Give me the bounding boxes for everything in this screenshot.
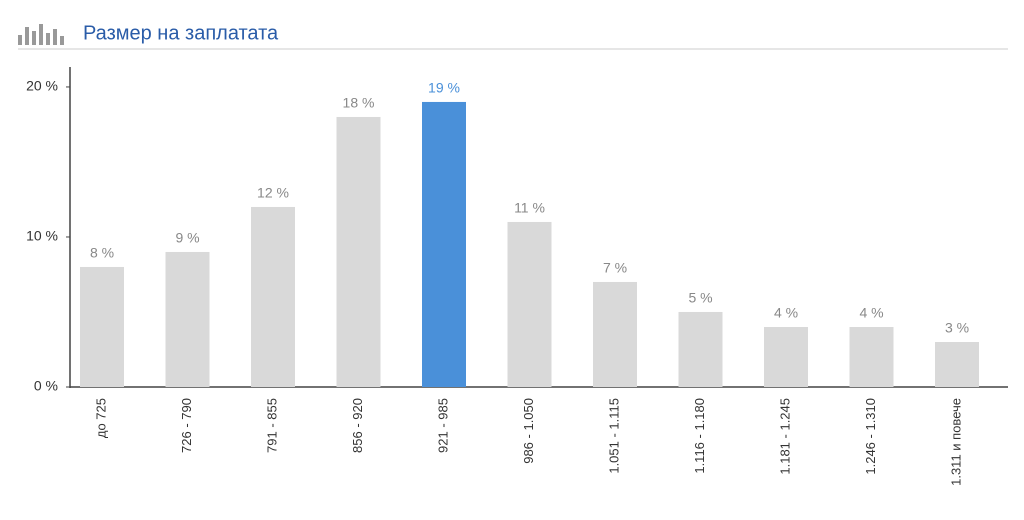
bar [165, 251, 210, 387]
bar [507, 221, 552, 387]
x-tick-label: 1.246 - 1.310 [863, 398, 878, 475]
bar [336, 116, 381, 387]
chart-icon [18, 24, 64, 45]
value-label: 18 % [343, 95, 375, 111]
value-label: 8 % [90, 245, 114, 261]
value-label: 4 % [774, 305, 798, 321]
bar [251, 206, 295, 387]
bar [422, 101, 466, 388]
x-tick-label: 791 - 855 [264, 398, 279, 453]
x-tick-label: 1.051 - 1.115 [606, 398, 621, 474]
bar [678, 311, 723, 387]
x-tick-label: 726 - 790 [179, 398, 194, 453]
value-label: 19 % [428, 80, 460, 96]
value-label: 7 % [603, 260, 627, 276]
value-label: 11 % [514, 200, 545, 216]
x-tick-label: 1.116 - 1.180 [692, 398, 707, 474]
y-tick-label: 20 % [26, 78, 58, 94]
bar [80, 266, 124, 387]
x-tick-label: 1.181 - 1.245 [777, 398, 792, 475]
x-tick-label: до 725 [93, 398, 108, 438]
value-label: 5 % [688, 290, 712, 306]
bar [849, 326, 894, 387]
value-label: 3 % [945, 320, 969, 336]
value-label: 9 % [175, 230, 199, 246]
x-tick-label: 1.311 и повече [948, 398, 963, 486]
value-label: 12 % [257, 185, 289, 201]
y-tick-label: 10 % [26, 228, 58, 244]
y-tick-label: 0 % [34, 378, 58, 394]
x-tick-label: 856 - 920 [350, 398, 365, 453]
chart-title: Размер на заплатата [83, 22, 279, 44]
x-tick-label: 986 - 1.050 [521, 398, 536, 464]
bar [764, 326, 808, 387]
bar [593, 281, 637, 387]
bar [935, 341, 979, 387]
x-tick-label: 921 - 985 [435, 398, 450, 453]
value-label: 4 % [859, 305, 883, 321]
